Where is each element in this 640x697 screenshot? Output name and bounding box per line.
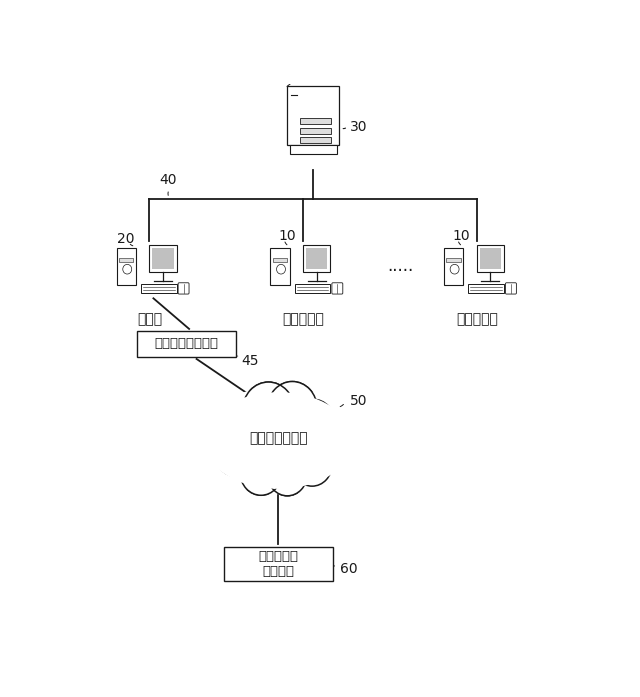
FancyBboxPatch shape <box>468 284 504 293</box>
FancyBboxPatch shape <box>306 248 328 269</box>
FancyBboxPatch shape <box>479 248 501 269</box>
Text: 60: 60 <box>340 562 358 576</box>
FancyBboxPatch shape <box>289 146 337 154</box>
Circle shape <box>268 382 317 435</box>
FancyBboxPatch shape <box>270 248 290 285</box>
FancyBboxPatch shape <box>287 86 339 146</box>
Circle shape <box>292 443 332 487</box>
Circle shape <box>292 399 335 446</box>
FancyBboxPatch shape <box>141 284 177 293</box>
FancyBboxPatch shape <box>178 283 189 294</box>
Ellipse shape <box>199 387 358 494</box>
Text: 30: 30 <box>350 120 368 134</box>
Circle shape <box>216 432 257 476</box>
Circle shape <box>216 431 257 477</box>
Circle shape <box>291 399 335 447</box>
Circle shape <box>292 443 332 487</box>
Circle shape <box>268 453 307 496</box>
Text: 45: 45 <box>241 354 259 368</box>
FancyBboxPatch shape <box>506 283 516 294</box>
Text: .....: ..... <box>387 257 413 275</box>
Circle shape <box>225 401 273 454</box>
Text: ファイアウォール: ファイアウォール <box>155 337 219 351</box>
Circle shape <box>214 411 255 456</box>
Text: 40: 40 <box>159 174 177 187</box>
Circle shape <box>268 381 317 435</box>
Circle shape <box>268 381 317 435</box>
Circle shape <box>302 422 342 465</box>
FancyBboxPatch shape <box>300 137 331 143</box>
Circle shape <box>224 400 273 454</box>
Circle shape <box>123 264 132 274</box>
Circle shape <box>450 264 459 274</box>
FancyBboxPatch shape <box>288 90 338 100</box>
Circle shape <box>302 422 342 465</box>
FancyBboxPatch shape <box>152 248 173 269</box>
Text: 50: 50 <box>350 395 368 408</box>
FancyBboxPatch shape <box>300 128 331 134</box>
FancyBboxPatch shape <box>332 283 343 294</box>
Text: 一般利用者: 一般利用者 <box>282 312 324 325</box>
Circle shape <box>240 450 282 496</box>
Circle shape <box>214 411 255 456</box>
Text: 一般利用者: 一般利用者 <box>456 312 498 325</box>
Text: 管理者: 管理者 <box>137 312 162 325</box>
Text: 20: 20 <box>117 232 134 246</box>
FancyBboxPatch shape <box>224 546 333 581</box>
FancyBboxPatch shape <box>477 245 504 273</box>
Circle shape <box>268 453 307 496</box>
Circle shape <box>245 402 312 474</box>
Circle shape <box>216 431 257 477</box>
FancyBboxPatch shape <box>137 331 236 357</box>
Circle shape <box>291 399 335 447</box>
Circle shape <box>243 382 294 438</box>
FancyBboxPatch shape <box>444 248 463 285</box>
Circle shape <box>243 383 294 437</box>
Circle shape <box>276 264 285 274</box>
Circle shape <box>214 411 255 456</box>
FancyBboxPatch shape <box>119 258 134 262</box>
Circle shape <box>244 401 312 475</box>
FancyBboxPatch shape <box>294 284 330 293</box>
Text: 10: 10 <box>452 229 470 243</box>
FancyBboxPatch shape <box>300 118 331 124</box>
Circle shape <box>241 451 282 495</box>
Text: 消耗品配送
システム: 消耗品配送 システム <box>259 550 298 578</box>
FancyBboxPatch shape <box>116 248 136 285</box>
Circle shape <box>243 382 294 438</box>
Text: インターネット: インターネット <box>249 431 308 445</box>
Circle shape <box>240 450 282 496</box>
FancyBboxPatch shape <box>446 258 461 262</box>
FancyBboxPatch shape <box>303 245 330 273</box>
FancyBboxPatch shape <box>149 245 177 273</box>
Ellipse shape <box>204 392 353 489</box>
FancyBboxPatch shape <box>273 258 287 262</box>
Text: 10: 10 <box>278 229 296 243</box>
Circle shape <box>292 444 332 486</box>
Circle shape <box>224 400 273 454</box>
Circle shape <box>268 453 307 496</box>
Circle shape <box>303 422 342 464</box>
